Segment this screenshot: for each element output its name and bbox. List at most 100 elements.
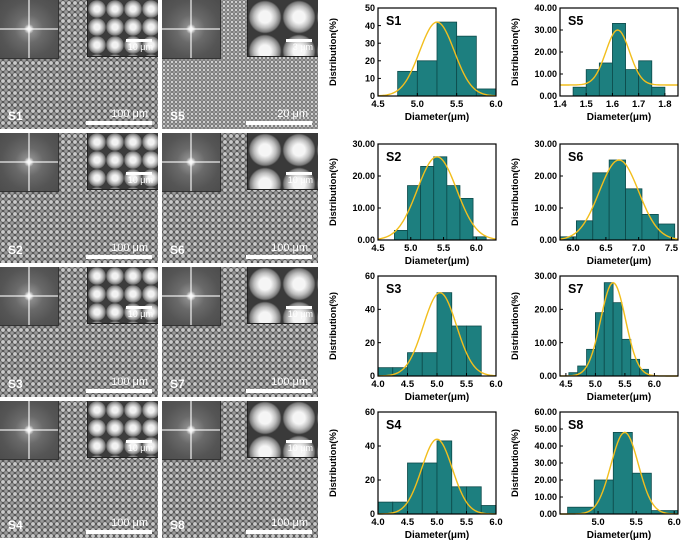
x-tick-label: 1.8 [658, 99, 671, 110]
chart-sample-label: S5 [568, 14, 583, 28]
inset-scale-bar [126, 172, 152, 175]
x-tick-label: 1.5 [580, 99, 594, 110]
magnified-inset: 10 μm [87, 401, 158, 458]
y-tick-label: 20.00 [534, 171, 557, 181]
histogram-bar [612, 22, 626, 97]
gaussian-fit-line [377, 156, 497, 240]
inset-scale-bar [286, 306, 312, 309]
x-tick-label: 5.0 [589, 379, 602, 390]
inset-scale-bar [286, 172, 312, 175]
sample-label: S4 [8, 518, 23, 532]
y-tick-label: 50.00 [534, 424, 557, 434]
x-tick-label: 6.0 [567, 243, 580, 254]
scale-bar-label: 100 μm [111, 376, 148, 388]
x-tick-label: 1.6 [606, 99, 619, 110]
histogram-bar [393, 229, 408, 241]
x-axis-label: Diameter(μm) [587, 530, 651, 541]
fft-inset [162, 401, 221, 460]
plot-frame [559, 275, 679, 377]
histogram-bar [421, 462, 438, 515]
y-tick-label: 20 [365, 56, 375, 66]
chart-sample-label: S1 [386, 14, 401, 28]
y-tick-label: 40.00 [534, 441, 557, 451]
y-tick-label: 10.00 [534, 338, 557, 348]
histogram-charts: 4.5 5.0 5.5 6.0 0 10 20 30 40 50 S1 Diameter(μm) Dis… [328, 3, 681, 541]
histogram-bar [572, 86, 587, 97]
inset-scale-label: 10 μm [127, 309, 153, 319]
x-tick-label: 5.0 [591, 517, 604, 528]
y-tick-label: 40 [365, 21, 375, 31]
fft-inset [162, 267, 221, 326]
histogram-bar [592, 172, 610, 241]
x-tick-label: 4.5 [401, 379, 415, 390]
y-tick-label: 10.00 [534, 69, 557, 79]
x-tick-label: 4.5 [401, 517, 415, 528]
y-tick-label: 30.00 [352, 139, 375, 149]
x-tick-label: 6.0 [470, 243, 483, 254]
histogram-s1: 4.5 5.0 5.5 6.0 0 10 20 30 40 50 S1 Diameter(μm) Dis… [328, 3, 503, 123]
magnified-inset: 10 μm [87, 267, 158, 324]
histogram-bar [451, 486, 467, 515]
scale-bar-label: 100 μm [111, 242, 148, 254]
inset-scale-label: 3 μm [292, 42, 313, 52]
histogram-bar [466, 325, 482, 377]
y-tick-label: 20 [365, 338, 375, 348]
x-tick-label: 5.5 [460, 517, 474, 528]
magnified-inset: 10 μm [247, 401, 318, 458]
plot-frame [377, 143, 497, 241]
fft-inset [0, 267, 59, 326]
scale-bar-label: 100 μm [111, 108, 148, 120]
sample-label: S5 [170, 109, 185, 123]
histogram-bar [625, 188, 643, 241]
histogram-bar [407, 185, 422, 241]
y-tick-label: 30 [365, 38, 375, 48]
x-tick-label: 1.7 [632, 99, 645, 110]
histogram-bar [625, 69, 640, 97]
sample-label: S8 [170, 518, 185, 532]
y-axis-label: Distribution(%) [510, 18, 521, 86]
chart-sample-label: S2 [386, 150, 401, 164]
histogram-bar [459, 197, 474, 241]
plot-frame [559, 143, 679, 241]
plot-frame [377, 7, 497, 97]
x-tick-label: 6.5 [599, 243, 613, 254]
y-tick-label: 30.00 [534, 458, 557, 468]
x-tick-label: 5.0 [404, 243, 417, 254]
y-tick-label: 60.00 [534, 407, 557, 417]
scale-bar [246, 121, 312, 125]
sem-panel-s4: 10 μm S4 100 μm [0, 401, 158, 538]
x-tick-label: 7.5 [665, 243, 679, 254]
inset-scale-bar [286, 440, 312, 443]
magnified-inset: 3 μm [247, 0, 318, 57]
inset-scale-label: 10 μm [287, 175, 313, 185]
magnified-inset: 10 μm [247, 133, 318, 190]
x-tick-label: 6.0 [489, 99, 502, 110]
y-tick-label: 10.00 [534, 203, 557, 213]
histogram-bar [436, 440, 453, 515]
x-tick-label: 4.5 [559, 379, 573, 390]
y-tick-label: 0 [370, 371, 375, 381]
y-tick-label: 0.00 [539, 235, 557, 245]
histogram-bar [416, 60, 438, 97]
x-tick-label: 5.5 [437, 243, 451, 254]
scale-bar [246, 389, 312, 393]
histogram-bar [651, 86, 666, 97]
y-tick-label: 20.00 [534, 47, 557, 57]
fft-inset [0, 0, 59, 59]
x-axis-label: Diameter(μm) [587, 392, 651, 403]
magnified-inset: 10 μm [247, 267, 318, 324]
sample-label: S3 [8, 377, 23, 391]
gaussian-fit-line [559, 159, 679, 240]
y-tick-label: 10.00 [534, 492, 557, 502]
y-tick-label: 20.00 [534, 305, 557, 315]
histogram-bar [421, 352, 438, 377]
gaussian-fit-line [377, 21, 497, 97]
y-tick-label: 20 [365, 475, 375, 485]
gaussian-fit-line [377, 291, 497, 377]
histogram-s3: 4.0 4.5 5.0 5.5 6.0 0 20 40 60 S3 Diameter(μm) Dist… [328, 271, 503, 403]
x-tick-label: 6.0 [489, 517, 502, 528]
x-tick-label: 4.0 [371, 517, 384, 528]
y-tick-label: 0.00 [357, 235, 375, 245]
y-tick-label: 40.00 [534, 3, 557, 13]
y-tick-label: 20.00 [534, 475, 557, 485]
